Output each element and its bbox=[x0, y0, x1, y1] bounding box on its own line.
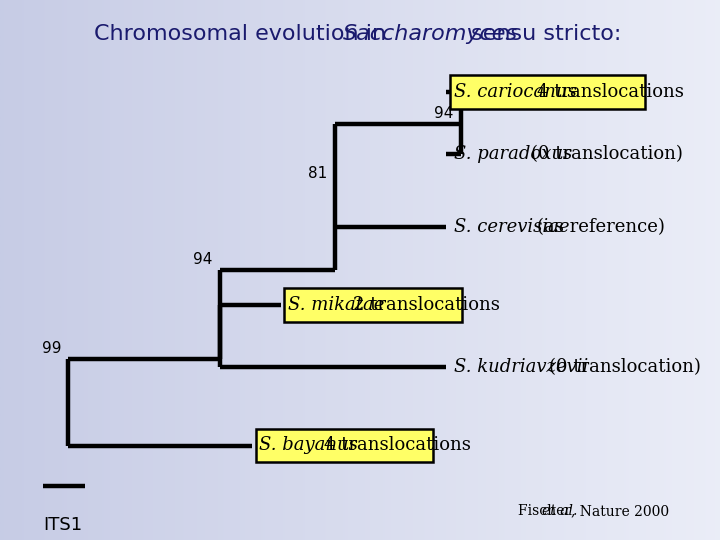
Text: (as reference): (as reference) bbox=[537, 218, 665, 236]
Text: 94: 94 bbox=[434, 106, 454, 122]
Text: S. bayanus: S. bayanus bbox=[259, 436, 358, 455]
Text: (0 translocation): (0 translocation) bbox=[549, 358, 701, 376]
Text: 81: 81 bbox=[308, 166, 328, 181]
Text: S. paradoxus: S. paradoxus bbox=[454, 145, 572, 163]
Text: Saccharomyces: Saccharomyces bbox=[343, 24, 518, 44]
FancyBboxPatch shape bbox=[450, 75, 646, 109]
Text: S. cerevisiae: S. cerevisiae bbox=[454, 218, 569, 236]
Text: S. cariocanus: S. cariocanus bbox=[454, 83, 576, 101]
Text: Chromosomal evolution in: Chromosomal evolution in bbox=[94, 24, 393, 44]
Text: 99: 99 bbox=[42, 341, 61, 356]
Text: et al.: et al. bbox=[542, 504, 577, 518]
Text: S. mikatae: S. mikatae bbox=[288, 296, 384, 314]
Text: S. kudriavzevii: S. kudriavzevii bbox=[454, 358, 588, 376]
Text: (0 translocation): (0 translocation) bbox=[531, 145, 683, 163]
FancyBboxPatch shape bbox=[284, 288, 462, 322]
Text: 4 translocations: 4 translocations bbox=[324, 436, 471, 455]
Text: 4 translocations: 4 translocations bbox=[537, 83, 683, 101]
Text: Fischer: Fischer bbox=[518, 504, 576, 518]
Text: 2 translocations: 2 translocations bbox=[353, 296, 500, 314]
Text: ITS1: ITS1 bbox=[43, 516, 82, 534]
Text: 94: 94 bbox=[193, 252, 212, 267]
Text: , Nature 2000: , Nature 2000 bbox=[571, 504, 669, 518]
FancyBboxPatch shape bbox=[256, 429, 433, 462]
Text: sensu stricto:: sensu stricto: bbox=[464, 24, 622, 44]
